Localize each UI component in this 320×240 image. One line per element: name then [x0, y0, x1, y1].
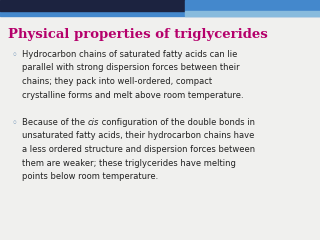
Text: unsaturated fatty acids, their hydrocarbon chains have: unsaturated fatty acids, their hydrocarb… [22, 132, 254, 140]
Text: Because of the: Because of the [22, 118, 88, 127]
Text: crystalline forms and melt above room temperature.: crystalline forms and melt above room te… [22, 90, 244, 100]
Text: Physical properties of triglycerides: Physical properties of triglycerides [8, 28, 268, 41]
Text: points below room temperature.: points below room temperature. [22, 172, 158, 181]
Text: them are weaker; these triglycerides have melting: them are weaker; these triglycerides hav… [22, 158, 236, 168]
Bar [185, 0, 320, 11]
Text: configuration of the double bonds in: configuration of the double bonds in [99, 118, 255, 127]
Text: a less ordered structure and dispersion forces between: a less ordered structure and dispersion … [22, 145, 255, 154]
Bar [185, 11, 320, 16]
Text: Hydrocarbon chains of saturated fatty acids can lie: Hydrocarbon chains of saturated fatty ac… [22, 50, 237, 59]
Text: cis: cis [88, 118, 99, 127]
Text: parallel with strong dispersion forces between their: parallel with strong dispersion forces b… [22, 64, 240, 72]
Bar [0, 11, 320, 16]
Text: ◦: ◦ [12, 50, 18, 60]
Text: ◦: ◦ [12, 118, 18, 128]
Text: chains; they pack into well-ordered, compact: chains; they pack into well-ordered, com… [22, 77, 212, 86]
Bar [0, 0, 320, 11]
